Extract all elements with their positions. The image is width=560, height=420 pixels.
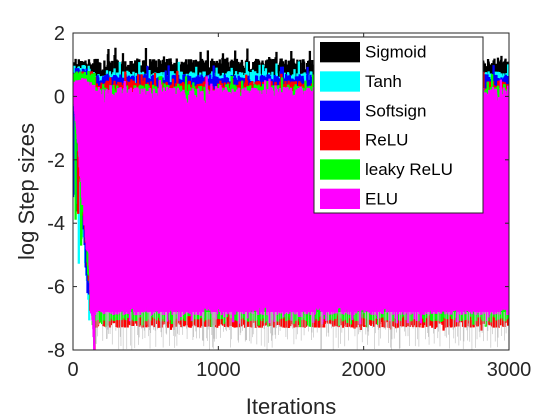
y-tick-label: -2 bbox=[47, 150, 65, 172]
outlier-noise bbox=[95, 311, 507, 350]
legend-swatch bbox=[320, 42, 360, 63]
y-axis-label: log Step sizes bbox=[14, 123, 39, 260]
plot-frame bbox=[72, 32, 510, 351]
y-tick-label: -8 bbox=[47, 340, 65, 362]
legend-label: ELU bbox=[365, 189, 398, 208]
y-tick-label: -6 bbox=[47, 277, 65, 299]
legend-box bbox=[313, 36, 484, 214]
legend: Sigmoid Tanh Softsign ReLU leaky ReLU ELU bbox=[313, 36, 484, 214]
legend-label: ReLU bbox=[365, 131, 408, 150]
y-tick-label: 2 bbox=[54, 23, 65, 45]
x-tick-label: 3000 bbox=[487, 359, 532, 381]
x-tick-label: 0 bbox=[67, 359, 78, 381]
legend-swatch bbox=[320, 188, 360, 209]
legend-swatch bbox=[320, 159, 360, 180]
legend-swatch bbox=[320, 130, 360, 151]
legend-label: Softsign bbox=[365, 101, 426, 120]
y-tick-label: 0 bbox=[54, 86, 65, 108]
y-tick-label: -4 bbox=[47, 213, 65, 235]
x-tick-label: 2000 bbox=[341, 359, 386, 381]
x-axis: 0 1000 2000 3000 bbox=[67, 33, 531, 381]
y-axis: -8 -6 -4 -2 0 2 bbox=[47, 23, 509, 362]
legend-label: Sigmoid bbox=[365, 43, 426, 62]
legend-swatch bbox=[320, 71, 360, 92]
x-axis-label: Iterations bbox=[246, 394, 337, 419]
x-tick-label: 1000 bbox=[196, 359, 241, 381]
legend-label: Tanh bbox=[365, 72, 402, 91]
legend-label: leaky ReLU bbox=[365, 160, 453, 179]
legend-swatch bbox=[320, 100, 360, 121]
